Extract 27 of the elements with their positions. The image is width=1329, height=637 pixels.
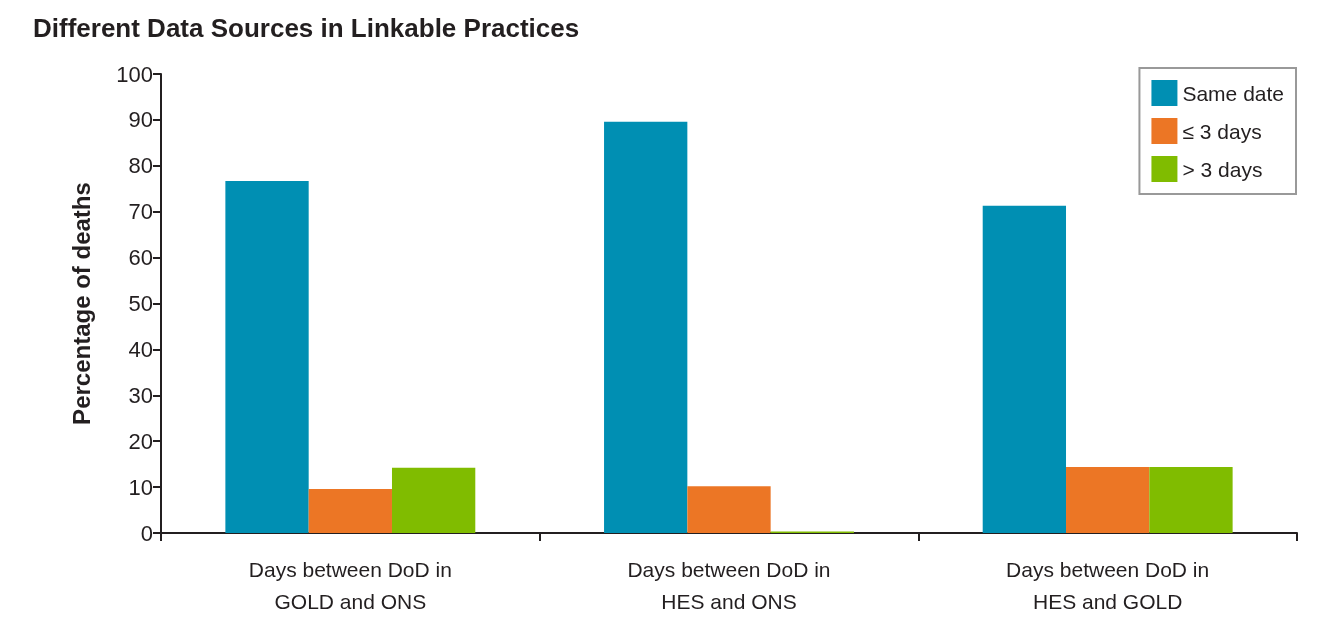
bar — [687, 486, 771, 533]
bar — [604, 121, 688, 533]
y-tick-label: 40 — [128, 336, 153, 362]
bar — [1149, 466, 1233, 533]
bar — [308, 488, 392, 533]
y-tick-label: 90 — [128, 107, 153, 133]
x-tick-label: Days between DoD in GOLD and ONS — [248, 557, 452, 613]
y-axis-title: Percentage of deaths — [67, 182, 95, 425]
legend-label: > 3 days — [1182, 157, 1263, 181]
y-tick-label: 30 — [128, 382, 153, 408]
x-tick-label: Days between DoD in HES and GOLD — [1006, 557, 1210, 613]
x-tick-label: Days between DoD in HES and ONS — [627, 557, 831, 613]
y-tick-label: 0 — [140, 520, 153, 546]
bar — [225, 180, 309, 533]
bar — [391, 467, 476, 533]
y-tick-label: 50 — [128, 291, 153, 316]
chart-title: Different Data Sources in Linkable Practices — [33, 13, 580, 43]
y-tick-label: 10 — [128, 474, 153, 500]
bar — [982, 205, 1067, 533]
y-tick-label: 100 — [116, 61, 153, 87]
y-tick-label: 20 — [128, 428, 153, 454]
y-tick-label: 60 — [128, 245, 153, 271]
y-tick-label: 70 — [128, 199, 153, 225]
y-tick-label: 80 — [128, 153, 153, 179]
bar — [1066, 466, 1150, 533]
legend-label: Same date — [1182, 81, 1285, 105]
legend-label: ≤ 3 days — [1182, 119, 1262, 143]
